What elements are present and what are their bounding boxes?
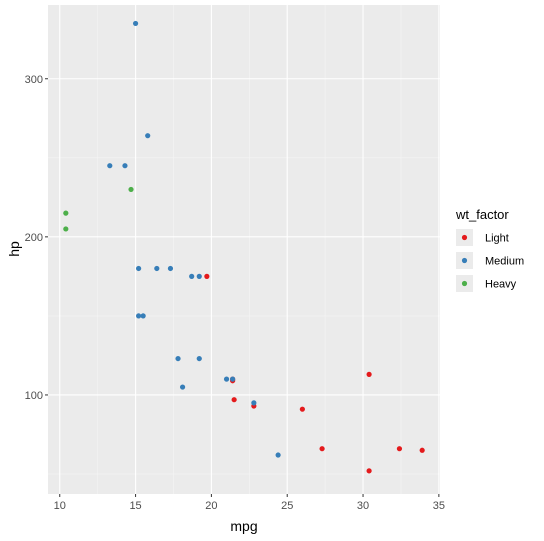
- data-point-medium: [154, 265, 160, 272]
- legend-title: wt_factor: [455, 207, 509, 222]
- data-point-medium: [122, 163, 128, 169]
- data-point-medium: [251, 400, 257, 406]
- data-point-light: [231, 397, 237, 403]
- y-axis-ticks: 100 200 300: [25, 74, 48, 402]
- data-point-light: [366, 468, 372, 474]
- data-point-medium: [230, 376, 236, 382]
- data-point-light: [204, 273, 210, 279]
- data-point-light: [319, 446, 325, 452]
- x-tick-label: 30: [357, 500, 369, 512]
- data-point-medium: [175, 355, 181, 362]
- data-point-medium: [107, 163, 113, 169]
- minor-gridlines: [48, 5, 440, 494]
- legend-swatch-light: [461, 234, 468, 241]
- x-axis-title: mpg: [230, 518, 257, 534]
- legend-swatch-medium: [461, 257, 468, 264]
- plot-panel: [48, 5, 440, 494]
- x-axis-ticks: 10 15 20 25 30 35: [54, 494, 445, 512]
- y-tick-label: 100: [25, 390, 43, 402]
- y-axis-title: hp: [6, 241, 22, 257]
- data-points: [63, 20, 425, 474]
- x-tick-label: 20: [205, 500, 217, 512]
- x-tick-label: 35: [433, 500, 445, 512]
- data-point-medium: [145, 133, 151, 139]
- data-point-medium: [179, 384, 186, 390]
- data-point-medium: [136, 265, 142, 272]
- data-point-medium: [167, 265, 174, 272]
- x-tick-label: 15: [129, 500, 141, 512]
- data-point-medium: [132, 20, 139, 27]
- data-point-medium: [136, 313, 142, 319]
- x-tick-label: 10: [54, 500, 66, 512]
- data-point-medium: [275, 452, 281, 458]
- data-point-heavy: [63, 226, 69, 232]
- data-point-light: [366, 371, 372, 377]
- data-point-medium: [196, 273, 202, 279]
- y-tick-label: 200: [25, 232, 43, 244]
- legend-items: Light Medium Heavy: [456, 229, 524, 292]
- legend-swatch-heavy: [461, 280, 468, 287]
- legend: wt_factor Light Medium Heavy: [455, 207, 524, 292]
- legend-label-medium: Medium: [485, 256, 524, 268]
- data-point-heavy: [63, 210, 69, 216]
- data-point-medium: [196, 355, 202, 362]
- data-point-light: [299, 406, 305, 412]
- major-gridlines: [48, 5, 440, 494]
- y-tick-label: 300: [25, 74, 43, 86]
- data-point-light: [396, 446, 403, 452]
- data-point-heavy: [128, 186, 134, 193]
- data-point-light: [419, 447, 425, 453]
- legend-label-heavy: Heavy: [485, 279, 517, 291]
- data-point-medium: [189, 273, 195, 279]
- data-point-medium: [140, 313, 146, 319]
- x-tick-label: 25: [281, 500, 293, 512]
- legend-label-light: Light: [485, 233, 509, 245]
- data-point-medium: [223, 376, 230, 382]
